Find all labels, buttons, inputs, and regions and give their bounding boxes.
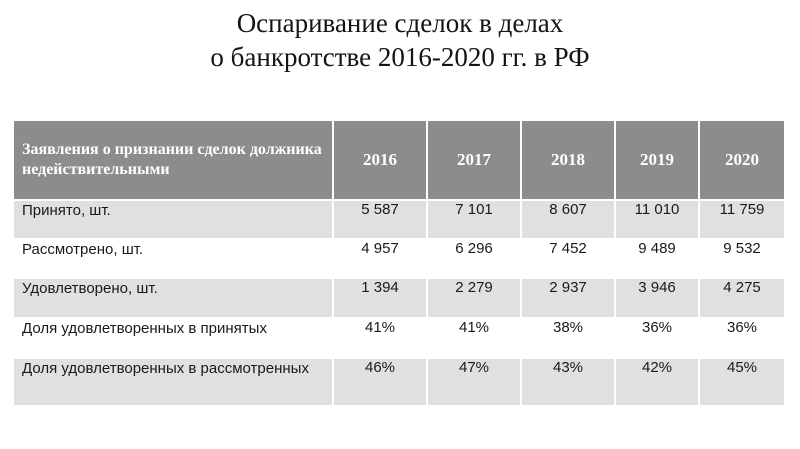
- title-line-2: о банкротстве 2016-2020 гг. в РФ: [210, 42, 590, 72]
- table-cell: 46%: [334, 359, 428, 407]
- header-year-2017: 2017: [428, 121, 522, 201]
- table-header-row: Заявления о признании сделок должника не…: [14, 121, 784, 201]
- table-cell: 7 101: [428, 201, 522, 240]
- table-cell: 41%: [334, 319, 428, 359]
- bankruptcy-deals-table: Заявления о признании сделок должника не…: [14, 121, 784, 407]
- table-cell: 9 532: [700, 240, 784, 279]
- table-cell: 45%: [700, 359, 784, 407]
- row-label: Удовлетворено, шт.: [14, 279, 334, 319]
- header-year-2018: 2018: [522, 121, 616, 201]
- table-cell: 43%: [522, 359, 616, 407]
- table-cell: 4 957: [334, 240, 428, 279]
- table-row: Доля удовлетворенных в рассмотренных 46%…: [14, 359, 784, 407]
- row-label: Доля удовлетворенных в рассмотренных: [14, 359, 334, 407]
- table-cell: 11 759: [700, 201, 784, 240]
- table-row: Рассмотрено, шт. 4 957 6 296 7 452 9 489…: [14, 240, 784, 279]
- table-row: Принято, шт. 5 587 7 101 8 607 11 010 11…: [14, 201, 784, 240]
- table-cell: 36%: [616, 319, 700, 359]
- table-cell: 1 394: [334, 279, 428, 319]
- table-cell: 11 010: [616, 201, 700, 240]
- row-label: Принято, шт.: [14, 201, 334, 240]
- row-label: Доля удовлетворенных в принятых: [14, 319, 334, 359]
- header-year-2019: 2019: [616, 121, 700, 201]
- table-cell: 5 587: [334, 201, 428, 240]
- table-cell: 2 279: [428, 279, 522, 319]
- table-cell: 41%: [428, 319, 522, 359]
- table-cell: 38%: [522, 319, 616, 359]
- row-label: Рассмотрено, шт.: [14, 240, 334, 279]
- table-cell: 3 946: [616, 279, 700, 319]
- table-cell: 9 489: [616, 240, 700, 279]
- title-line-1: Оспаривание сделок в делах: [236, 8, 564, 38]
- table-row: Доля удовлетворенных в принятых 41% 41% …: [14, 319, 784, 359]
- table-cell: 42%: [616, 359, 700, 407]
- table-cell: 8 607: [522, 201, 616, 240]
- header-year-2016: 2016: [334, 121, 428, 201]
- table-cell: 7 452: [522, 240, 616, 279]
- table-cell: 6 296: [428, 240, 522, 279]
- page-title: Оспаривание сделок в делах о банкротстве…: [0, 6, 800, 74]
- table-cell: 47%: [428, 359, 522, 407]
- table-cell: 2 937: [522, 279, 616, 319]
- header-label: Заявления о признании сделок должника не…: [14, 121, 334, 201]
- table-cell: 4 275: [700, 279, 784, 319]
- table-cell: 36%: [700, 319, 784, 359]
- header-year-2020: 2020: [700, 121, 784, 201]
- table-row: Удовлетворено, шт. 1 394 2 279 2 937 3 9…: [14, 279, 784, 319]
